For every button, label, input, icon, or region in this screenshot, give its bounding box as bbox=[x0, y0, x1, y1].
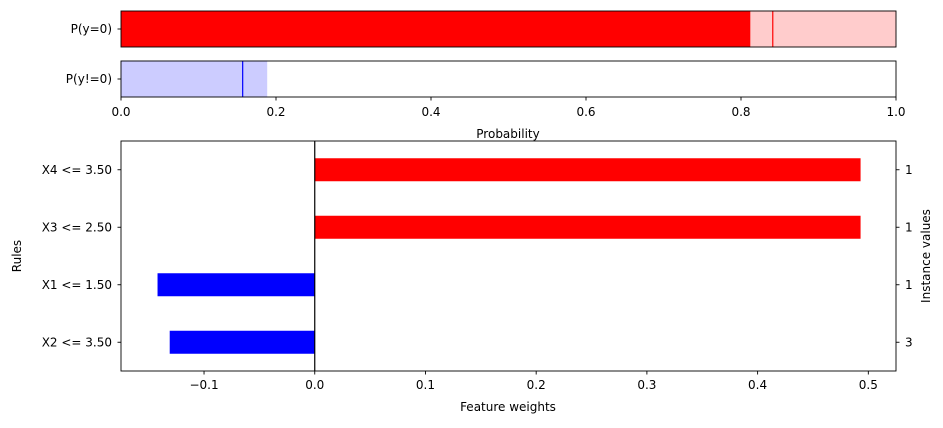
xtick-label: 0.8 bbox=[731, 105, 750, 119]
prob-panel-ynot0: P(y!=0) 0.0 0.2 0.4 0.6 0.8 1.0 Probability bbox=[66, 60, 906, 141]
instance-value-label: 3 bbox=[905, 335, 913, 349]
rule-label: X1 <= 1.50 bbox=[42, 278, 112, 292]
prob-panel-y0: P(y=0) bbox=[71, 10, 897, 48]
prob-interval-bar-y0 bbox=[749, 10, 897, 48]
rule-ticks: X4 <= 3.50 1 X3 <= 2.50 1 X1 <= 1.50 1 X2 <= 3… bbox=[42, 163, 913, 350]
prob-interval-bar-ynot0 bbox=[120, 60, 268, 98]
weight-bar bbox=[314, 215, 861, 239]
prob-label-y0: P(y=0) bbox=[71, 22, 112, 36]
xtick-label: 0.4 bbox=[421, 105, 440, 119]
weights-panel: X4 <= 3.50 1 X3 <= 2.50 1 X1 <= 1.50 1 X2 <= 3… bbox=[10, 140, 933, 414]
xtick-label: 0.2 bbox=[266, 105, 285, 119]
weight-bars bbox=[157, 158, 861, 354]
weight-bar bbox=[169, 330, 315, 354]
instance-values-ylabel: Instance values bbox=[919, 209, 933, 303]
instance-value-label: 1 bbox=[905, 163, 913, 177]
xtick-label: 0.6 bbox=[576, 105, 595, 119]
prob-xlabel: Probability bbox=[476, 127, 539, 141]
weights-axes-frame bbox=[120, 140, 897, 372]
rule-label: X4 <= 3.50 bbox=[42, 163, 112, 177]
rule-label: X2 <= 3.50 bbox=[42, 335, 112, 349]
prob-bar-y0 bbox=[121, 11, 751, 47]
weight-bar bbox=[314, 158, 861, 182]
weight-xtick-label: 0.4 bbox=[748, 378, 767, 392]
xtick-label: 0.0 bbox=[111, 105, 130, 119]
xtick-label: 1.0 bbox=[886, 105, 905, 119]
instance-value-label: 1 bbox=[905, 278, 913, 292]
prob-label-ynot0: P(y!=0) bbox=[66, 72, 112, 86]
weight-xtick-label: 0.5 bbox=[859, 378, 878, 392]
prob-xticks: 0.0 0.2 0.4 0.6 0.8 1.0 bbox=[111, 97, 906, 119]
weight-xtick-label: −0.1 bbox=[189, 378, 218, 392]
weight-bar bbox=[157, 273, 315, 297]
instance-value-label: 1 bbox=[905, 220, 913, 234]
rule-label: X3 <= 2.50 bbox=[42, 220, 112, 234]
weight-xtick-label: 0.3 bbox=[637, 378, 656, 392]
weight-xticks: −0.1 0.0 0.1 0.2 0.3 0.4 0.5 bbox=[189, 371, 878, 392]
rules-ylabel: Rules bbox=[10, 240, 24, 272]
weight-xtick-label: 0.0 bbox=[305, 378, 324, 392]
weights-xlabel: Feature weights bbox=[460, 400, 556, 414]
weight-xtick-label: 0.2 bbox=[527, 378, 546, 392]
weight-xtick-label: 0.1 bbox=[416, 378, 435, 392]
